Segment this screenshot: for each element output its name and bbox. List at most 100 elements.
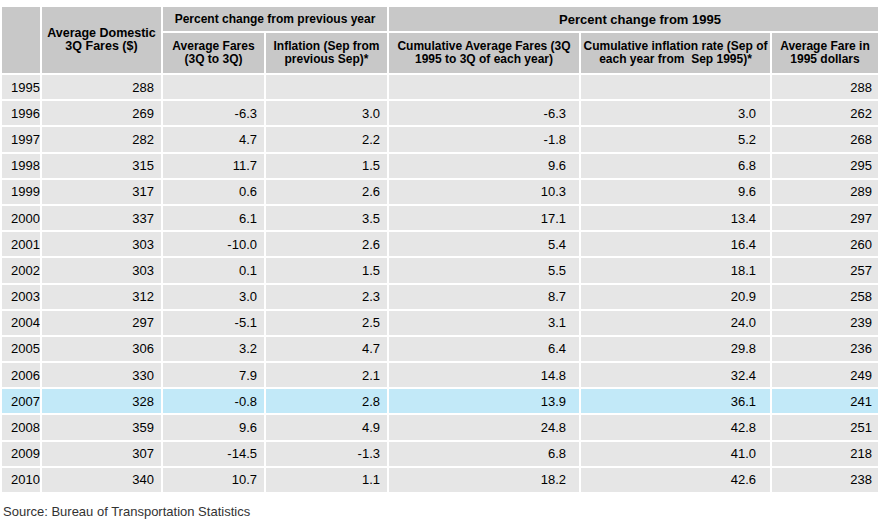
avg-fares-change-cell: 7.9 — [163, 363, 264, 387]
table-row: 2008 359 9.6 4.9 24.8 42.8 251 — [2, 415, 878, 439]
group-header-percent-change-1995: Percent change from 1995 — [389, 7, 878, 31]
inflation-change-cell: 2.1 — [266, 363, 387, 387]
year-cell: 2007 — [2, 389, 40, 413]
table-row: 2009 307 -14.5 -1.3 6.8 41.0 218 — [2, 442, 878, 466]
inflation-change-cell: 4.9 — [266, 415, 387, 439]
table-row: 2002 303 0.1 1.5 5.5 18.1 257 — [2, 258, 878, 282]
table-row: 1996 269 -6.3 3.0 -6.3 3.0 262 — [2, 101, 878, 125]
year-cell: 1998 — [2, 154, 40, 178]
year-cell: 2004 — [2, 311, 40, 335]
cumulative-fares-change-cell: 18.2 — [389, 468, 579, 492]
fare-1995-dollars-cell: 238 — [772, 468, 878, 492]
avg-domestic-fare-cell: 317 — [42, 180, 161, 204]
avg-fares-change-cell: -10.0 — [163, 232, 264, 256]
avg-fares-change-cell: 4.7 — [163, 127, 264, 151]
avg-domestic-fare-cell: 315 — [42, 154, 161, 178]
year-cell: 1999 — [2, 180, 40, 204]
table-row: 1995 288 288 — [2, 75, 878, 99]
inflation-change-cell: 1.1 — [266, 468, 387, 492]
fare-1995-dollars-cell: 249 — [772, 363, 878, 387]
avg-domestic-fare-cell: 297 — [42, 311, 161, 335]
fare-1995-dollars-cell: 289 — [772, 180, 878, 204]
cumulative-fares-change-cell: -1.8 — [389, 127, 579, 151]
cumulative-inflation-cell: 9.6 — [581, 180, 770, 204]
cumulative-fares-change-cell: 6.4 — [389, 337, 579, 361]
cumulative-inflation-cell — [581, 75, 770, 99]
avg-domestic-fare-cell: 306 — [42, 337, 161, 361]
avg-domestic-fare-cell: 303 — [42, 232, 161, 256]
cumulative-fares-change-cell: 24.8 — [389, 415, 579, 439]
cumulative-inflation-cell: 18.1 — [581, 258, 770, 282]
cumulative-inflation-cell: 29.8 — [581, 337, 770, 361]
avg-domestic-fare-cell: 337 — [42, 206, 161, 230]
avg-fares-change-cell: -14.5 — [163, 442, 264, 466]
table-row: 1999 317 0.6 2.6 10.3 9.6 289 — [2, 180, 878, 204]
avg-fares-change-cell: 10.7 — [163, 468, 264, 492]
fare-1995-dollars-cell: 297 — [772, 206, 878, 230]
cumulative-inflation-cell: 6.8 — [581, 154, 770, 178]
year-cell: 2005 — [2, 337, 40, 361]
fare-1995-dollars-cell: 295 — [772, 154, 878, 178]
col-header-inflation: Inflation (Sep from previous Sep)* — [266, 33, 387, 73]
inflation-change-cell: 2.6 — [266, 232, 387, 256]
avg-domestic-fare-cell: 330 — [42, 363, 161, 387]
cumulative-inflation-cell: 41.0 — [581, 442, 770, 466]
cumulative-inflation-cell: 42.8 — [581, 415, 770, 439]
avg-domestic-fare-cell: 288 — [42, 75, 161, 99]
fare-1995-dollars-cell: 218 — [772, 442, 878, 466]
cumulative-inflation-cell: 16.4 — [581, 232, 770, 256]
inflation-change-cell: 2.5 — [266, 311, 387, 335]
inflation-change-cell: 3.0 — [266, 101, 387, 125]
fare-1995-dollars-cell: 257 — [772, 258, 878, 282]
avg-fares-change-cell — [163, 75, 264, 99]
cumulative-fares-change-cell: 8.7 — [389, 285, 579, 309]
year-cell: 2000 — [2, 206, 40, 230]
cumulative-fares-change-cell: 5.5 — [389, 258, 579, 282]
fare-1995-dollars-cell: 260 — [772, 232, 878, 256]
fares-table: Average Domestic 3Q Fares ($) Percent ch… — [0, 5, 880, 494]
table-row: 1997 282 4.7 2.2 -1.8 5.2 268 — [2, 127, 878, 151]
cumulative-fares-change-cell: 17.1 — [389, 206, 579, 230]
fare-1995-dollars-cell: 268 — [772, 127, 878, 151]
cumulative-fares-change-cell: 13.9 — [389, 389, 579, 413]
col-header-average-fares: Average Fares (3Q to 3Q) — [163, 33, 264, 73]
fare-1995-dollars-cell: 262 — [772, 101, 878, 125]
year-cell: 2006 — [2, 363, 40, 387]
avg-fares-change-cell: 9.6 — [163, 415, 264, 439]
fare-1995-dollars-cell: 251 — [772, 415, 878, 439]
inflation-change-cell: 3.5 — [266, 206, 387, 230]
year-cell: 1995 — [2, 75, 40, 99]
cumulative-fares-change-cell: 14.8 — [389, 363, 579, 387]
cumulative-fares-change-cell: -6.3 — [389, 101, 579, 125]
year-cell: 2003 — [2, 285, 40, 309]
cumulative-fares-change-cell: 10.3 — [389, 180, 579, 204]
source-note: Source: Bureau of Transportation Statist… — [3, 504, 885, 519]
cumulative-fares-change-cell: 6.8 — [389, 442, 579, 466]
year-cell: 2009 — [2, 442, 40, 466]
fare-1995-dollars-cell: 239 — [772, 311, 878, 335]
inflation-change-cell: 2.8 — [266, 389, 387, 413]
avg-domestic-fare-cell: 340 — [42, 468, 161, 492]
inflation-change-cell: 2.2 — [266, 127, 387, 151]
year-cell: 2008 — [2, 415, 40, 439]
year-cell: 2002 — [2, 258, 40, 282]
col-header-average-domestic: Average Domestic 3Q Fares ($) — [42, 7, 161, 73]
table-row: 2007 328 -0.8 2.8 13.9 36.1 241 — [2, 389, 878, 413]
col-header-cumulative-average-fares: Cumulative Average Fares (3Q 1995 to 3Q … — [389, 33, 579, 73]
inflation-change-cell: 1.5 — [266, 258, 387, 282]
avg-fares-change-cell: -5.1 — [163, 311, 264, 335]
avg-domestic-fare-cell: 269 — [42, 101, 161, 125]
fare-1995-dollars-cell: 258 — [772, 285, 878, 309]
avg-domestic-fare-cell: 307 — [42, 442, 161, 466]
table-row: 2005 306 3.2 4.7 6.4 29.8 236 — [2, 337, 878, 361]
avg-fares-change-cell: 0.1 — [163, 258, 264, 282]
avg-fares-change-cell: -6.3 — [163, 101, 264, 125]
avg-fares-change-cell: 0.6 — [163, 180, 264, 204]
avg-domestic-fare-cell: 359 — [42, 415, 161, 439]
avg-fares-change-cell: 3.2 — [163, 337, 264, 361]
year-cell: 2010 — [2, 468, 40, 492]
cumulative-fares-change-cell — [389, 75, 579, 99]
inflation-change-cell: 2.3 — [266, 285, 387, 309]
table-row: 1998 315 11.7 1.5 9.6 6.8 295 — [2, 154, 878, 178]
cumulative-inflation-cell: 5.2 — [581, 127, 770, 151]
